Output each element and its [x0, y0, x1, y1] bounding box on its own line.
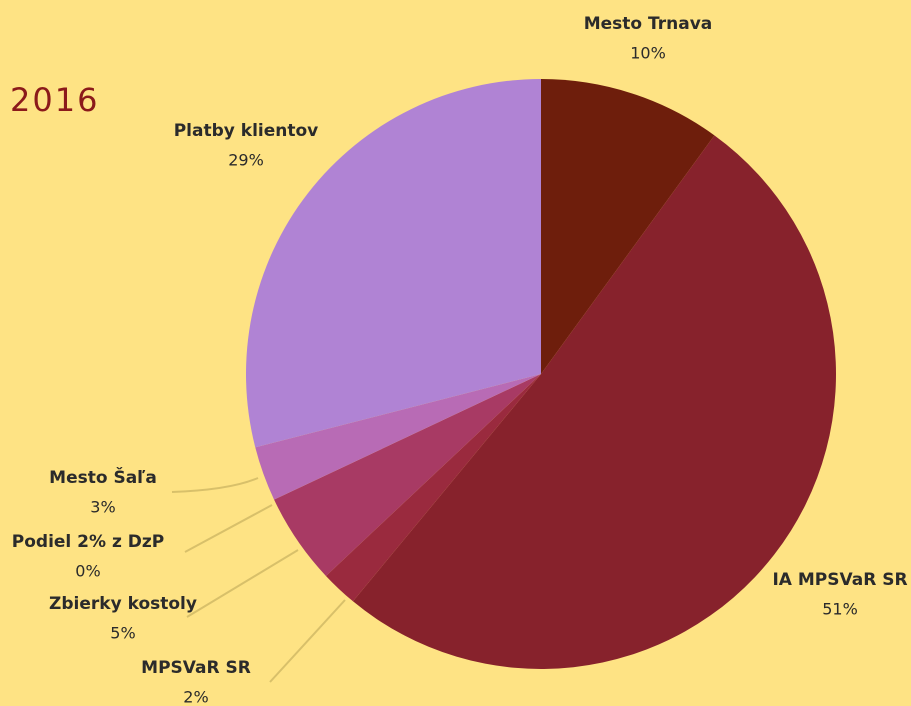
- leader-line: [171, 477, 259, 493]
- slice-label: Mesto Šaľa: [49, 466, 157, 488]
- slice-value-label: 2%: [183, 688, 208, 706]
- slice-label: Platby klientov: [174, 121, 319, 141]
- slice-label: Podiel 2% z DzP: [12, 532, 164, 552]
- chart-title: 2016: [10, 81, 99, 119]
- leader-line: [269, 599, 346, 683]
- pie-slice: [352, 135, 837, 670]
- slice-label: MPSVaR SR: [141, 658, 251, 678]
- pie-slice: [541, 79, 715, 374]
- pie-slice: [274, 374, 541, 576]
- pie-slice: [246, 79, 541, 448]
- slice-value-label: 10%: [630, 44, 666, 63]
- pie-slice: [325, 374, 541, 602]
- leader-line: [184, 504, 273, 553]
- slice-value-label: 5%: [110, 624, 135, 643]
- slice-label: IA MPSVaR SR: [772, 570, 907, 590]
- pie-slice: [255, 374, 541, 500]
- leader-line: [186, 549, 299, 618]
- slice-label: Mesto Trnava: [584, 14, 713, 34]
- slice-value-label: 29%: [228, 151, 264, 170]
- slice-value-label: 51%: [822, 600, 858, 619]
- slice-label: Zbierky kostoly: [49, 594, 197, 614]
- slice-value-label: 3%: [90, 498, 115, 517]
- slice-value-label: 0%: [75, 562, 100, 581]
